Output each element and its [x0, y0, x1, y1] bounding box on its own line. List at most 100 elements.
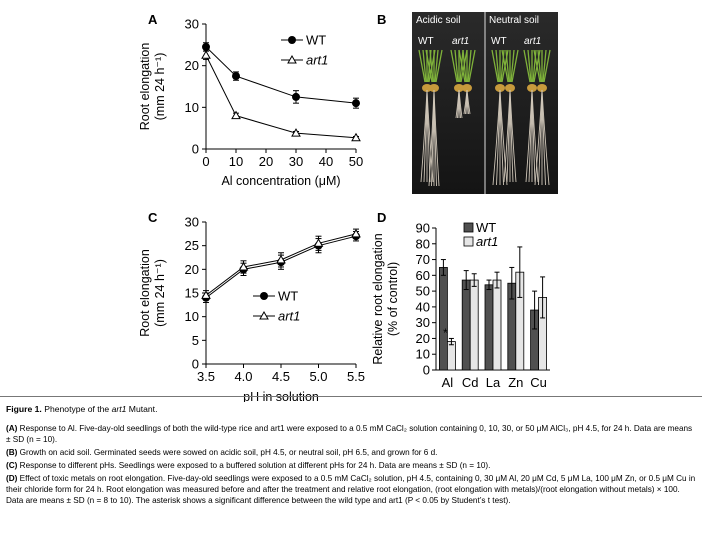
series-line-art1: [205, 55, 357, 139]
legend-label-WT: WT: [306, 33, 326, 48]
legend-label-art1: art1: [306, 53, 328, 68]
x-tick-label: Cu: [530, 375, 547, 390]
shoot: [533, 49, 541, 83]
root: [509, 89, 517, 183]
root: [531, 89, 539, 183]
shoot: [523, 49, 531, 83]
shoot: [450, 49, 458, 83]
bar-art1-La: [492, 279, 502, 371]
y-tick-label: 50: [416, 284, 430, 299]
data-point-art1: [291, 128, 301, 137]
x-axis-label: Al concentration (μM): [221, 174, 340, 188]
data-point-WT: [352, 99, 360, 108]
data-point-art1: [201, 290, 211, 299]
bar-WT-Cd: [461, 279, 471, 371]
legend-swatch-WT: [463, 222, 474, 233]
x-tick-label: 4.5: [272, 369, 290, 384]
bar-WT-La: [484, 284, 494, 371]
photo-sublabel-art1-acidic: art1: [452, 36, 470, 47]
bar-art1-Cd: [469, 279, 479, 371]
seed: [527, 84, 537, 92]
seed: [429, 84, 439, 92]
neutral-soil-label: Neutral soil: [489, 15, 540, 26]
x-tick-label: Zn: [508, 375, 523, 390]
x-tick-label: 10: [229, 154, 243, 169]
photo-sublabel-wt-neutral: WT: [491, 36, 507, 47]
data-point-WT: [202, 42, 210, 51]
caption-a: (A) Response to Al. Five-day-old seedlin…: [6, 424, 693, 444]
x-tick-label: 50: [349, 154, 363, 169]
data-point-art1: [238, 261, 249, 271]
y-tick-label: 40: [416, 299, 430, 314]
data-point-art1: [201, 50, 211, 59]
seed: [462, 84, 472, 92]
root: [433, 89, 440, 187]
x-tick-label: 20: [259, 154, 273, 169]
seed: [454, 84, 464, 92]
x-tick-label: 5.0: [309, 369, 327, 384]
seed: [505, 84, 515, 92]
root: [499, 89, 508, 186]
panel-label-a: A: [148, 12, 158, 27]
y-tick-label: 30: [416, 315, 430, 330]
series-line-WT: [205, 46, 357, 104]
panel-label-d: D: [377, 210, 387, 225]
legend-marker-WT: [260, 292, 268, 300]
caption-divider: [0, 396, 702, 397]
shoot: [542, 49, 547, 83]
shoot: [435, 49, 443, 83]
legend-marker-art1: [287, 54, 297, 64]
data-point-art1: [276, 254, 286, 264]
shoot: [511, 49, 519, 83]
y-tick-label: 0: [192, 357, 199, 372]
caption-title: Figure 1. Phenotype of the art1 Mutant.: [6, 404, 158, 414]
panel-label-c: C: [148, 210, 158, 225]
shoot: [418, 49, 426, 83]
y-axis-label: Root elongation: [140, 249, 152, 337]
root: [541, 89, 550, 186]
root: [458, 89, 463, 119]
y-tick-label: 60: [416, 268, 430, 283]
x-tick-label: La: [486, 375, 501, 390]
y-tick-label: 30: [185, 17, 199, 32]
x-tick-label: 3.5: [197, 369, 215, 384]
x-tick-label: Cd: [462, 375, 479, 390]
legend-label-WT: WT: [476, 220, 496, 235]
shoot: [501, 49, 509, 83]
y-axis-unit: (mm 24 h⁻¹): [153, 53, 167, 121]
y-tick-label: 90: [416, 221, 430, 236]
x-tick-label: 5.5: [347, 369, 365, 384]
shoot: [491, 49, 499, 83]
caption-d: (D) Effect of toxic metals on root elong…: [6, 474, 696, 505]
x-tick-label: 40: [319, 154, 333, 169]
x-tick-label: 0: [202, 154, 209, 169]
shoot: [505, 49, 510, 83]
acidic-soil-label: Acidic soil: [416, 15, 461, 26]
y-tick-label: 70: [416, 252, 430, 267]
y-tick-label: 5: [192, 333, 199, 348]
seed: [495, 84, 505, 92]
photo-sublabel-art1-neutral: art1: [524, 36, 542, 47]
shoot: [454, 49, 459, 83]
shoot: [425, 49, 433, 83]
y-axis-label: Root elongation: [140, 43, 152, 131]
x-tick-label: 4.0: [234, 369, 252, 384]
y-tick-label: 80: [416, 236, 430, 251]
legend-marker-art1: [259, 310, 269, 320]
y-axis-label: Relative root elongation: [372, 233, 385, 364]
panel-label-b: B: [377, 12, 387, 27]
shoot: [462, 49, 467, 83]
x-tick-label: 30: [289, 154, 303, 169]
shoot: [527, 49, 532, 83]
data-point-WT: [292, 92, 300, 101]
root: [466, 89, 471, 115]
shoot: [429, 49, 434, 83]
y-tick-label: 10: [416, 347, 430, 362]
seed: [537, 84, 547, 92]
y-tick-label: 30: [185, 215, 199, 230]
shoot: [510, 49, 515, 83]
y-axis-unit: (mm 24 h⁻¹): [153, 259, 167, 327]
legend-label-WT: WT: [278, 289, 298, 304]
